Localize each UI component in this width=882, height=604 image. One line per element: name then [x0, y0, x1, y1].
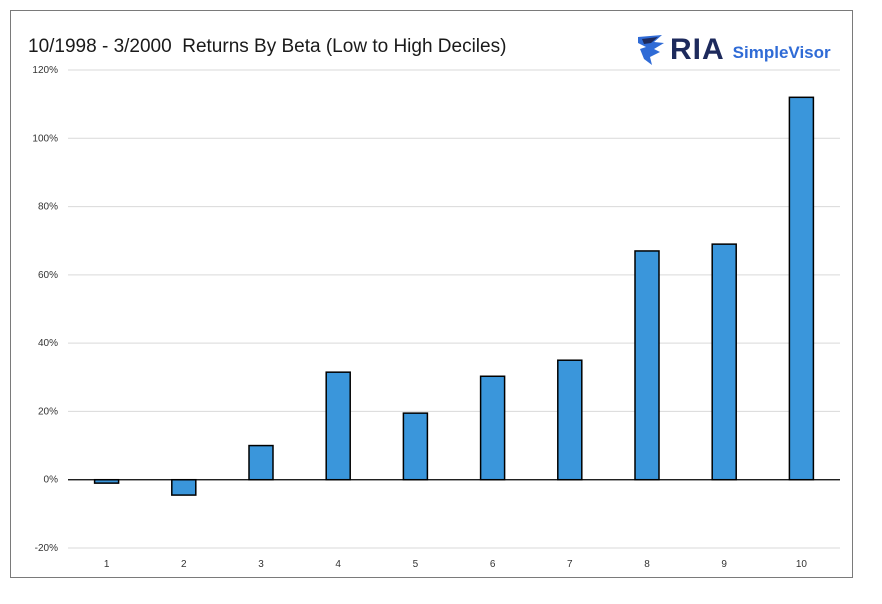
y-tick-label: 100%	[32, 133, 58, 144]
bar-decile-4	[325, 371, 351, 481]
y-tick-label: -20%	[35, 543, 58, 554]
x-tick-label: 9	[721, 559, 727, 570]
x-tick-label: 1	[104, 559, 110, 570]
y-tick-label: 20%	[38, 406, 58, 417]
ria-simplevisor-logo: RIA SimpleVisor	[636, 30, 831, 70]
x-tick-label: 5	[413, 559, 419, 570]
bar-decile-5	[402, 412, 429, 481]
y-tick-label: 60%	[38, 270, 58, 281]
y-tick-label: 80%	[38, 202, 58, 213]
y-tick-label: 0%	[44, 475, 59, 486]
bars	[93, 96, 815, 496]
x-tick-label: 7	[567, 559, 573, 570]
bar-decile-9	[711, 243, 737, 481]
x-tick-label: 4	[335, 559, 341, 570]
eagle-icon	[638, 35, 664, 65]
bar-decile-2	[171, 478, 197, 496]
bar-decile-3	[248, 444, 274, 481]
x-tick-label: 2	[181, 559, 187, 570]
chart-title: 10/1998 - 3/2000 Returns By Beta (Low to…	[28, 36, 507, 57]
logo-brand-text: RIA	[670, 33, 725, 66]
gridlines	[68, 69, 840, 549]
logo-product-text: SimpleVisor	[732, 43, 831, 62]
x-tick-label: 8	[644, 559, 650, 570]
x-tick-label: 3	[258, 559, 264, 570]
x-axis-ticks: 1 2 3 4 5 6 7 8 9 10	[104, 559, 808, 570]
bar-decile-7	[557, 359, 583, 481]
bar-decile-6	[479, 375, 506, 481]
bar-decile-8	[634, 250, 660, 481]
bar-decile-10	[788, 96, 815, 481]
x-tick-label: 6	[490, 559, 496, 570]
x-tick-label: 10	[796, 559, 808, 570]
y-axis-ticks: -20% 0% 20% 40% 60% 80% 100% 120%	[32, 65, 58, 554]
y-tick-label: 40%	[38, 338, 58, 349]
y-tick-label: 120%	[32, 65, 58, 76]
